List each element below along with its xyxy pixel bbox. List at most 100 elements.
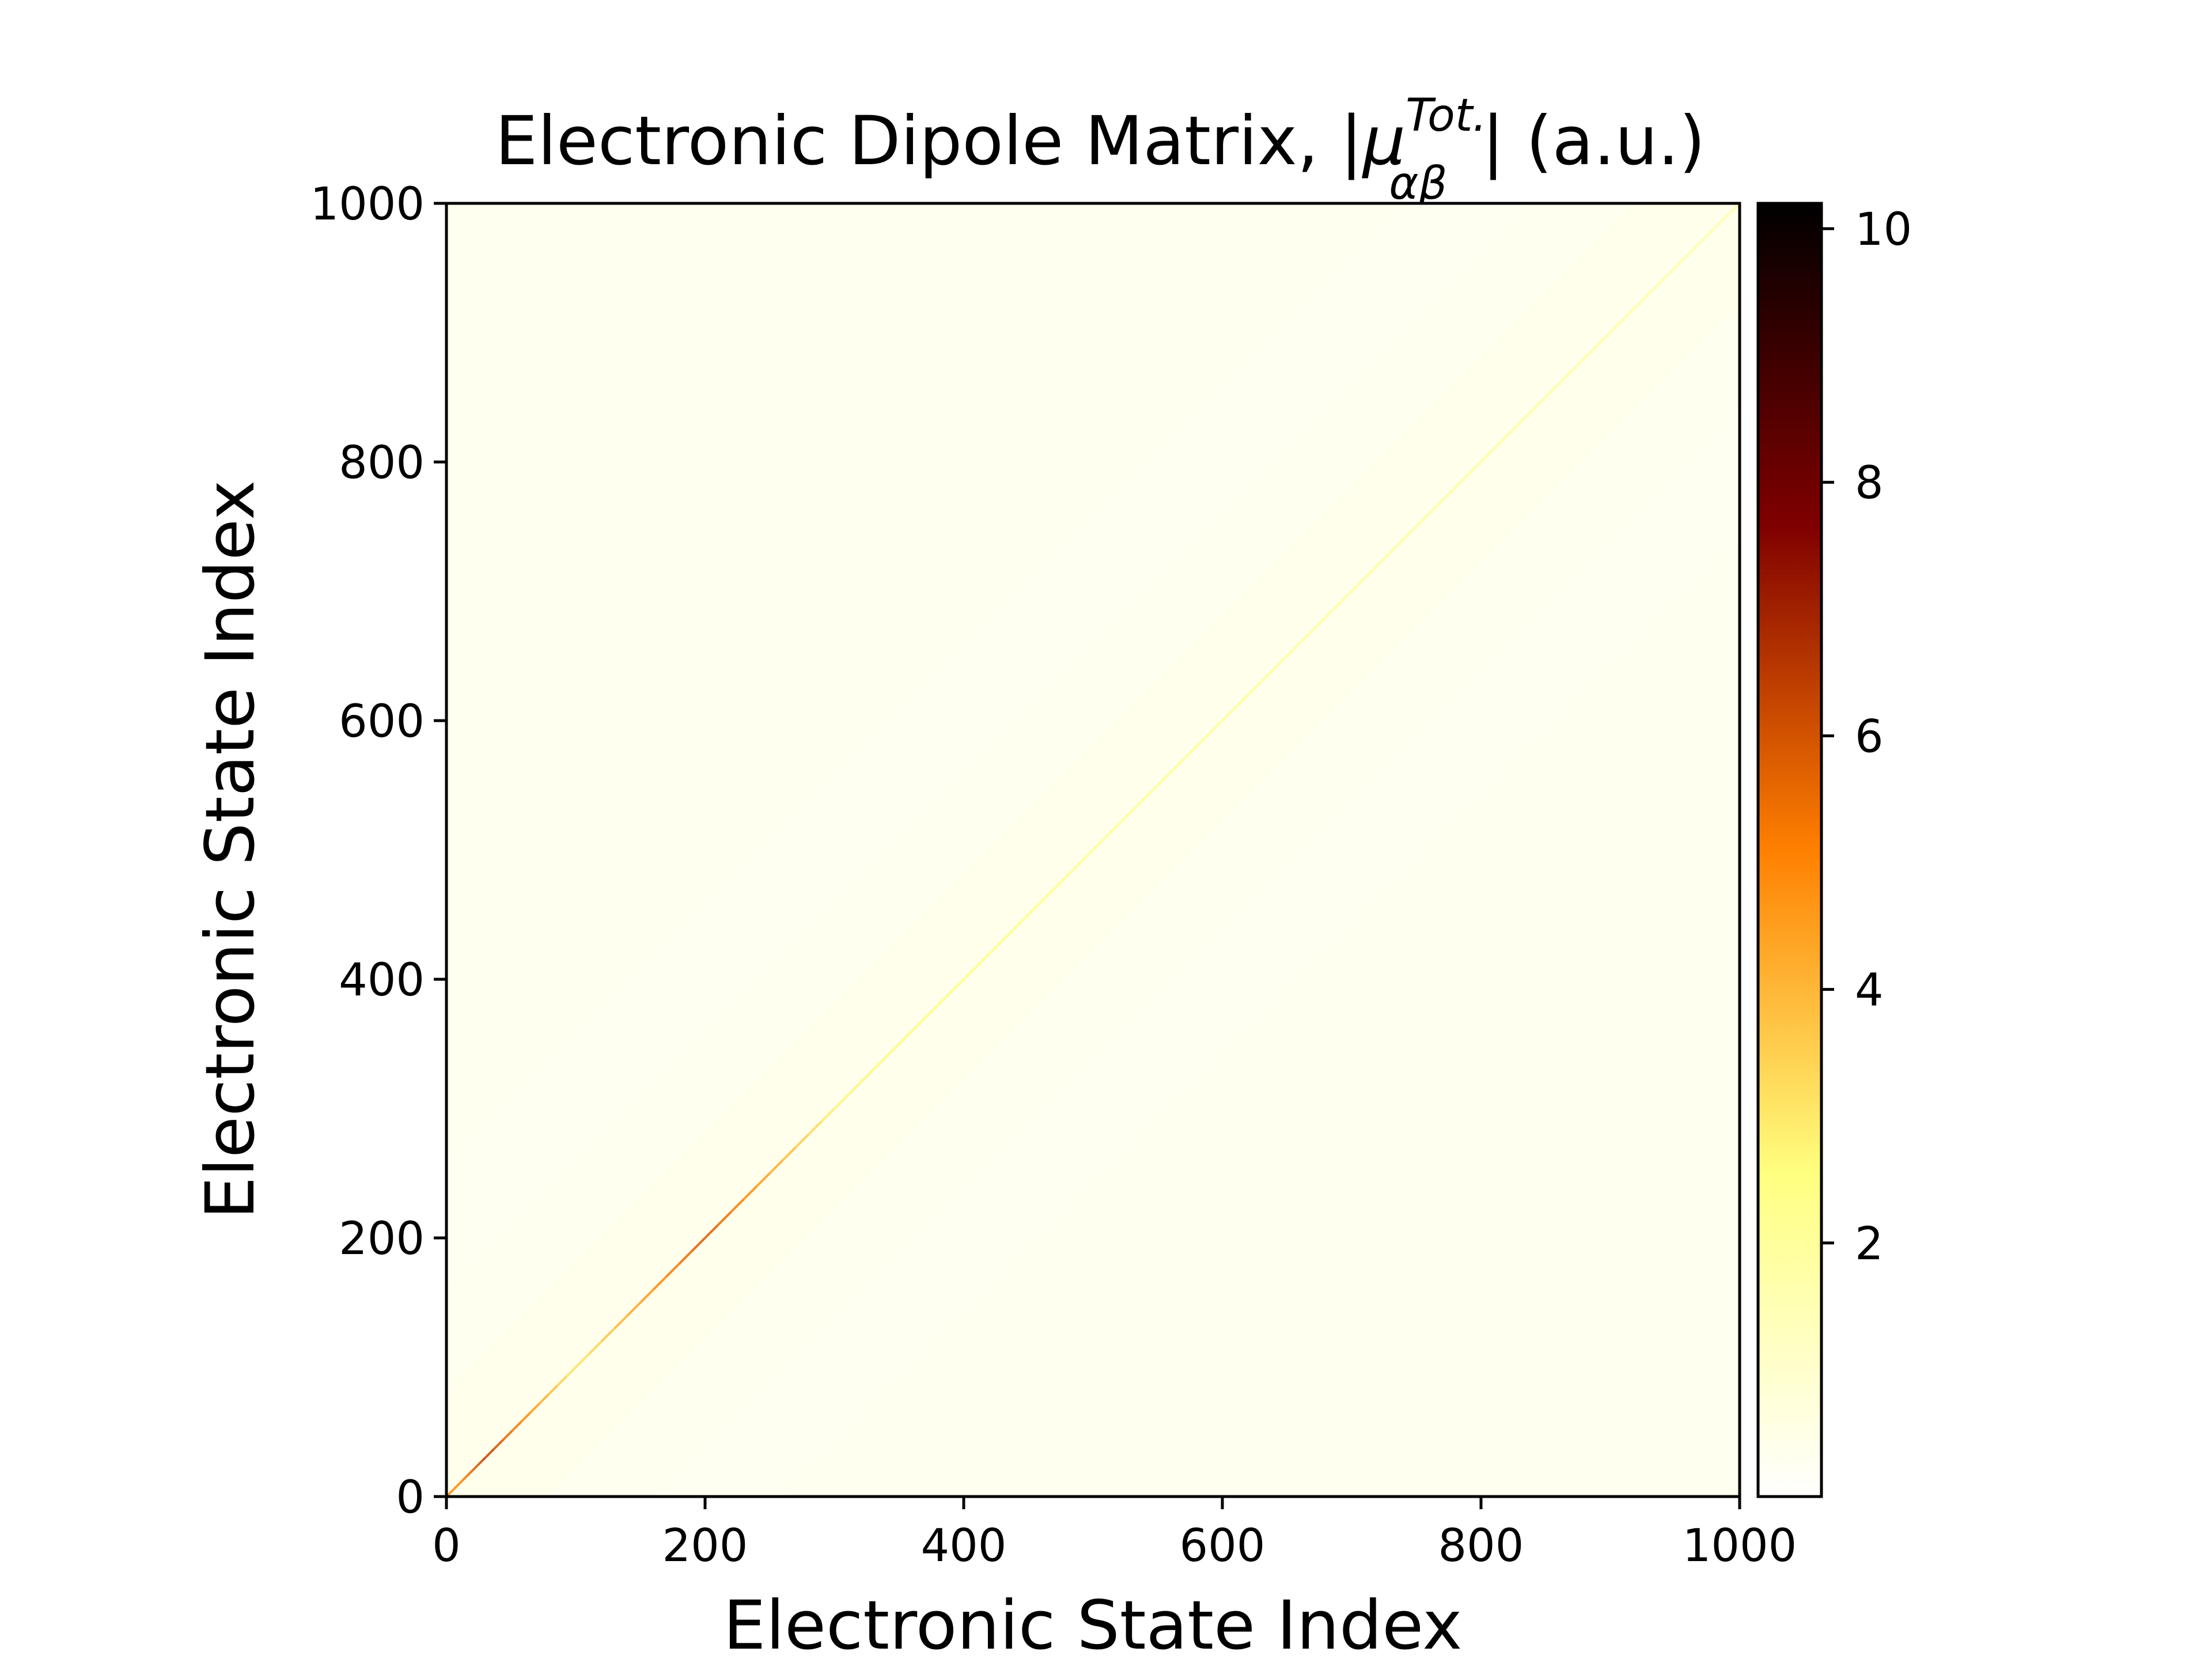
diagonal-segment bbox=[963, 965, 978, 980]
diagonal-segment bbox=[1661, 267, 1676, 282]
diagonal-segment bbox=[1544, 383, 1560, 399]
heatmap-diagonal bbox=[445, 202, 1741, 1498]
diagonal-segment bbox=[1338, 590, 1353, 605]
diagonal-segment bbox=[1325, 603, 1340, 618]
diagonal-segment bbox=[520, 1411, 532, 1423]
diagonal-segment bbox=[1402, 525, 1418, 541]
diagonal-segment bbox=[588, 1340, 603, 1355]
diagonal-segment bbox=[1014, 914, 1029, 929]
diagonal-segment bbox=[512, 1421, 522, 1431]
diagonal-segment bbox=[1169, 758, 1185, 774]
diagonal-segment bbox=[1609, 319, 1624, 334]
diagonal-segment bbox=[768, 1159, 784, 1175]
diagonal-segment bbox=[1351, 577, 1366, 592]
diagonal-segment bbox=[1221, 707, 1236, 722]
colorbar-ticks: 2 4 6 8 10 bbox=[1821, 204, 1912, 1270]
x-tick-label: 1000 bbox=[1683, 1520, 1797, 1572]
diagonal-segment bbox=[743, 1185, 758, 1200]
colorbar-tick-label: 4 bbox=[1855, 965, 1884, 1017]
diagonal-segment bbox=[717, 1211, 732, 1226]
diagonal-segment bbox=[445, 1483, 460, 1498]
diagonal-segment bbox=[1157, 771, 1172, 786]
x-tick-label: 200 bbox=[662, 1520, 748, 1572]
diagonal-segment bbox=[1363, 565, 1378, 579]
diagonal-segment bbox=[898, 1030, 913, 1045]
diagonal-segment bbox=[1079, 849, 1094, 864]
diagonal-segment bbox=[1195, 733, 1210, 748]
diagonal-segment bbox=[678, 1250, 693, 1265]
title-superscript: Tot. bbox=[1406, 90, 1487, 142]
y-axis-ticks: 0 200 400 600 800 1000 bbox=[310, 179, 446, 1524]
diagonal-segment bbox=[1415, 513, 1430, 528]
x-axis-ticks: 0 200 400 600 800 1000 bbox=[432, 1497, 1797, 1572]
diagonal-segment bbox=[1234, 694, 1249, 709]
diagonal-segment bbox=[1570, 357, 1586, 373]
x-tick-label: 800 bbox=[1438, 1520, 1524, 1572]
diagonal-segment bbox=[885, 1043, 900, 1058]
diagonal-segment bbox=[1286, 642, 1301, 657]
diagonal-segment bbox=[502, 1430, 513, 1441]
diagonal-segment bbox=[1118, 810, 1133, 825]
diagonal-segment bbox=[461, 1478, 465, 1482]
diagonal-segment bbox=[1312, 616, 1327, 631]
diagonal-segment bbox=[1674, 254, 1689, 269]
diagonal-segment bbox=[1260, 668, 1275, 683]
diagonal-segment bbox=[482, 1457, 486, 1461]
y-tick-label: 400 bbox=[339, 955, 425, 1006]
diagonal-segment bbox=[1726, 202, 1741, 217]
y-tick-label: 200 bbox=[339, 1213, 425, 1265]
x-axis-label: Electronic State Index bbox=[724, 1586, 1463, 1659]
diagonal-segment bbox=[1506, 422, 1521, 437]
diagonal-segment bbox=[474, 1464, 479, 1469]
y-tick-label: 600 bbox=[339, 696, 425, 748]
diagonal-segment bbox=[756, 1172, 771, 1187]
diagonal-segment bbox=[924, 1004, 939, 1019]
diagonal-segment bbox=[1273, 655, 1288, 670]
diagonal-segment bbox=[1299, 629, 1314, 644]
diagonal-segment bbox=[859, 1069, 874, 1084]
diagonal-segment bbox=[1428, 499, 1444, 515]
diagonal-segment bbox=[464, 1475, 468, 1479]
diagonal-segment bbox=[459, 1480, 463, 1484]
diagonal-segment bbox=[872, 1056, 887, 1071]
diagonal-segment bbox=[1454, 474, 1469, 489]
diagonal-segment bbox=[976, 952, 991, 967]
diagonal-segment bbox=[476, 1462, 481, 1467]
colorbar-frame bbox=[1756, 202, 1823, 1498]
diagonal-segment bbox=[1066, 862, 1081, 877]
diagonal-segment bbox=[1558, 370, 1573, 385]
diagonal-segment bbox=[1105, 823, 1120, 838]
diagonal-segment bbox=[1467, 461, 1482, 476]
x-tick-label: 0 bbox=[432, 1520, 461, 1572]
diagonal-segment bbox=[1040, 888, 1055, 903]
diagonal-segment bbox=[1532, 396, 1547, 411]
diagonal-segment bbox=[556, 1375, 568, 1387]
diagonal-segment bbox=[1053, 874, 1069, 890]
title-suffix: | (a.u.) bbox=[1482, 101, 1705, 180]
diagonal-segment bbox=[665, 1263, 680, 1278]
plot-frame bbox=[445, 202, 1741, 1498]
title-prefix: Electronic Dipole Matrix, | bbox=[495, 101, 1362, 180]
diagonal-segment bbox=[911, 1017, 926, 1032]
diagonal-segment bbox=[988, 940, 1003, 955]
diagonal-segment bbox=[639, 1289, 654, 1304]
diagonal-segment bbox=[937, 991, 952, 1006]
diagonal-segment bbox=[834, 1094, 849, 1109]
diagonal-segment bbox=[566, 1366, 577, 1377]
diagonal-segment bbox=[529, 1402, 541, 1414]
diagonal-segment bbox=[547, 1384, 559, 1396]
diagonal-segment bbox=[652, 1275, 668, 1291]
y-tick-label: 800 bbox=[339, 437, 425, 489]
diagonal-segment bbox=[1092, 836, 1107, 851]
colorbar: 2 4 6 8 10 bbox=[1756, 202, 1912, 1498]
diagonal-segment bbox=[479, 1459, 484, 1464]
diagonal-segment bbox=[1713, 215, 1728, 230]
diagonal-segment bbox=[846, 1082, 861, 1097]
diagonal-segment bbox=[1648, 280, 1663, 295]
diagonal-segment bbox=[704, 1224, 719, 1239]
diagonal-segment bbox=[730, 1198, 745, 1213]
diagonal-segment bbox=[600, 1327, 616, 1343]
diagonal-segment bbox=[1441, 487, 1456, 502]
colorbar-tick-label: 6 bbox=[1855, 711, 1884, 763]
